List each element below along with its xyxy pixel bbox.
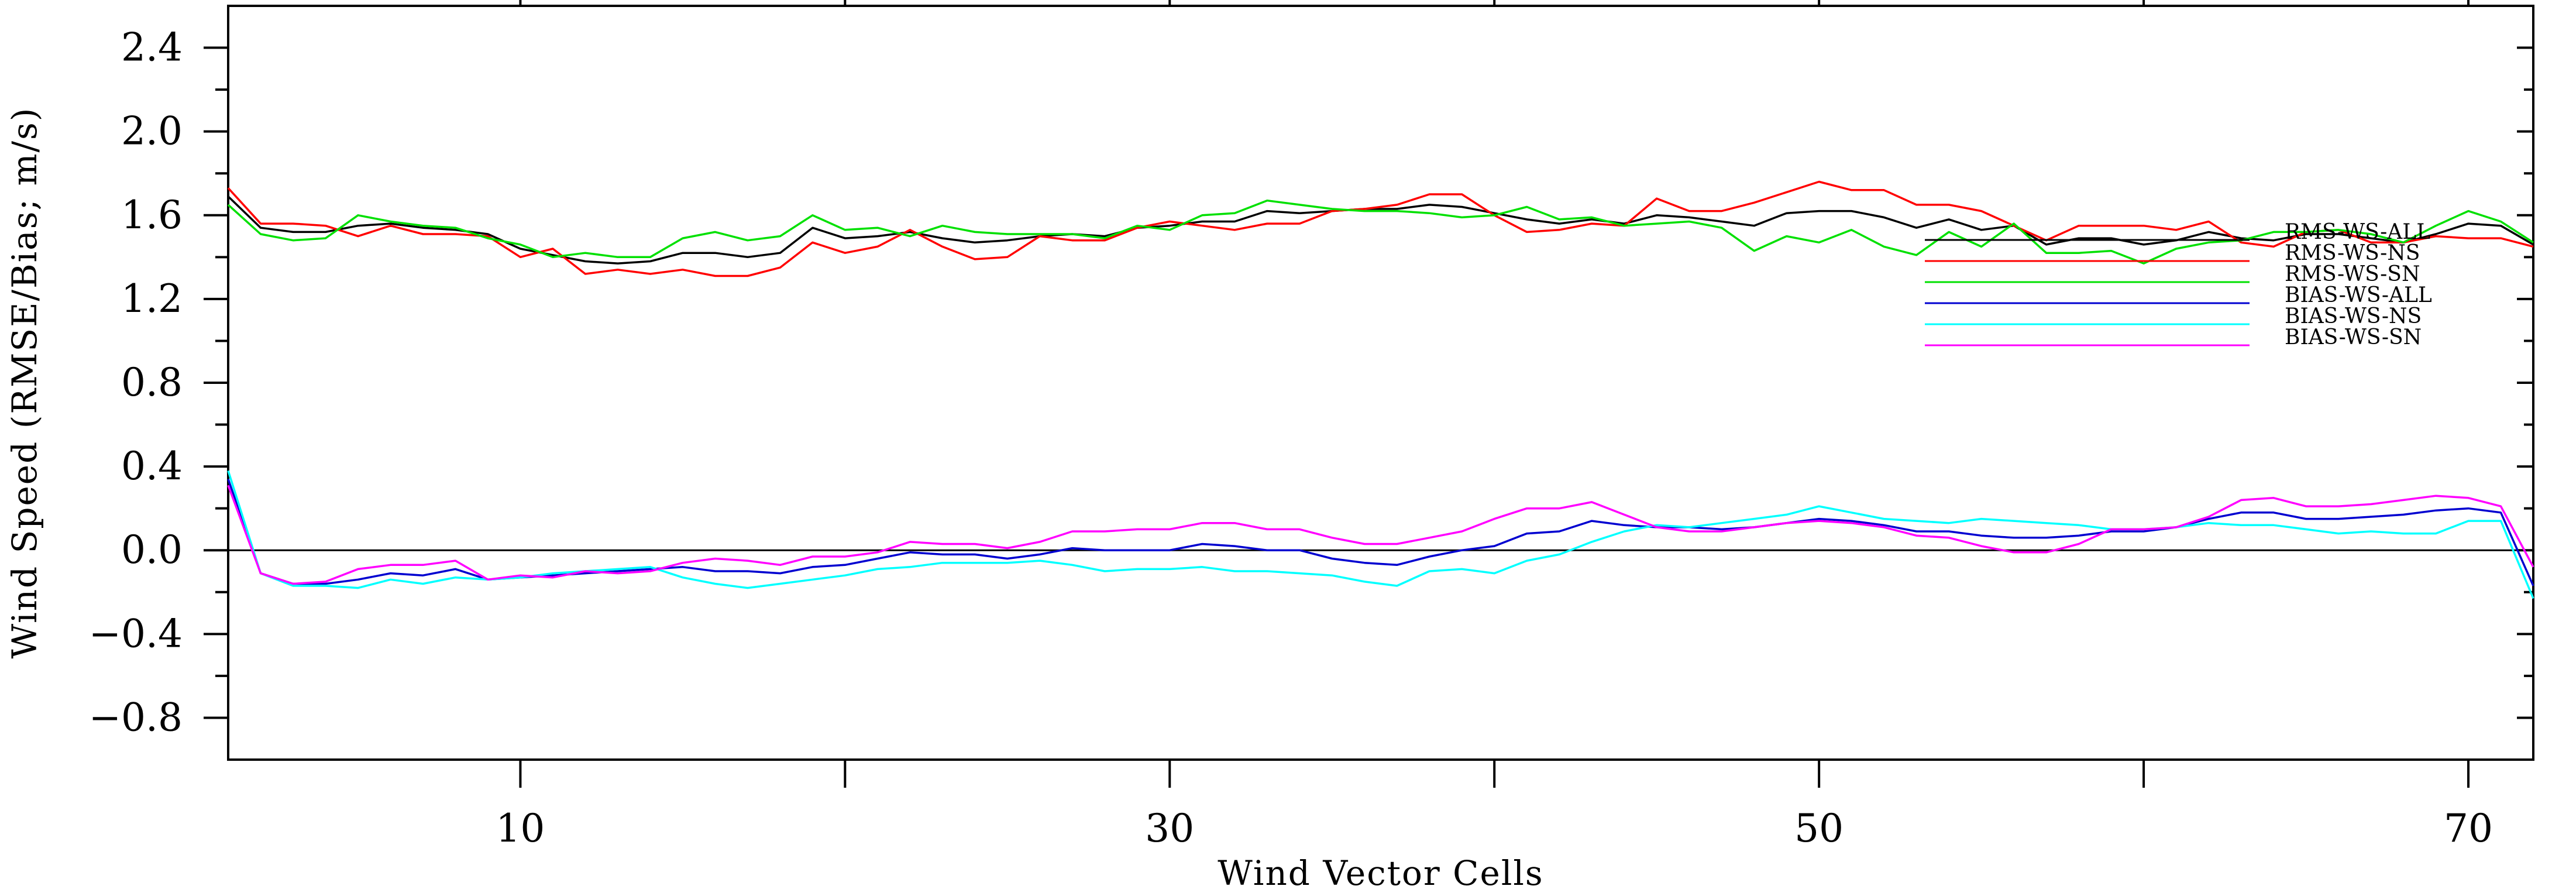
y-axis-title: Wind Speed (RMSE/Bias; m/s) (5, 107, 44, 659)
x-tick-label: 70 (2444, 806, 2493, 851)
y-tick-label: 0.4 (121, 444, 183, 489)
y-axis-ticks: 2.4 2.0 1.6 1.2 0.8 0.4 0.0 −0.4 −0.8 (89, 25, 2533, 740)
series-line-bias-ws-ns (227, 470, 2534, 599)
series-line-bias-ws-all (227, 479, 2534, 586)
legend-label: RMS-WS-ALL (2285, 220, 2430, 244)
x-tick-label: 10 (496, 806, 545, 851)
x-axis-title: Wind Vector Cells (1218, 853, 1543, 893)
y-tick-label: −0.8 (89, 695, 183, 740)
legend: RMS-WS-ALLRMS-WS-NSRMS-WS-SNBIAS-WS-ALLB… (1925, 220, 2432, 349)
y-tick-label: 0.8 (121, 360, 183, 405)
legend-label: BIAS-WS-NS (2285, 304, 2422, 328)
series-lines (227, 180, 2534, 599)
y-tick-label: 1.6 (121, 193, 183, 238)
legend-label: RMS-WS-NS (2285, 241, 2420, 265)
y-tick-label: 0.0 (121, 527, 183, 572)
x-axis-ticks: 10 30 50 70 (496, 0, 2493, 851)
series-line-rms-ws-all (227, 195, 2534, 265)
y-tick-label: −0.4 (89, 611, 183, 656)
series-line-rms-ws-sn (227, 199, 2534, 265)
x-tick-label: 50 (1794, 806, 1844, 851)
legend-label: BIAS-WS-SN (2285, 325, 2422, 349)
y-tick-label: 2.0 (121, 109, 183, 154)
legend-label: RMS-WS-SN (2285, 262, 2420, 286)
legend-label: BIAS-WS-ALL (2285, 283, 2432, 307)
plot-area-border (227, 5, 2534, 761)
y-tick-label: 2.4 (121, 25, 183, 70)
plot-frame (227, 5, 2534, 761)
y-tick-label: 1.2 (121, 276, 183, 321)
x-tick-label: 30 (1145, 806, 1194, 851)
series-line-bias-ws-sn (227, 485, 2534, 585)
series-line-rms-ws-ns (227, 180, 2534, 277)
